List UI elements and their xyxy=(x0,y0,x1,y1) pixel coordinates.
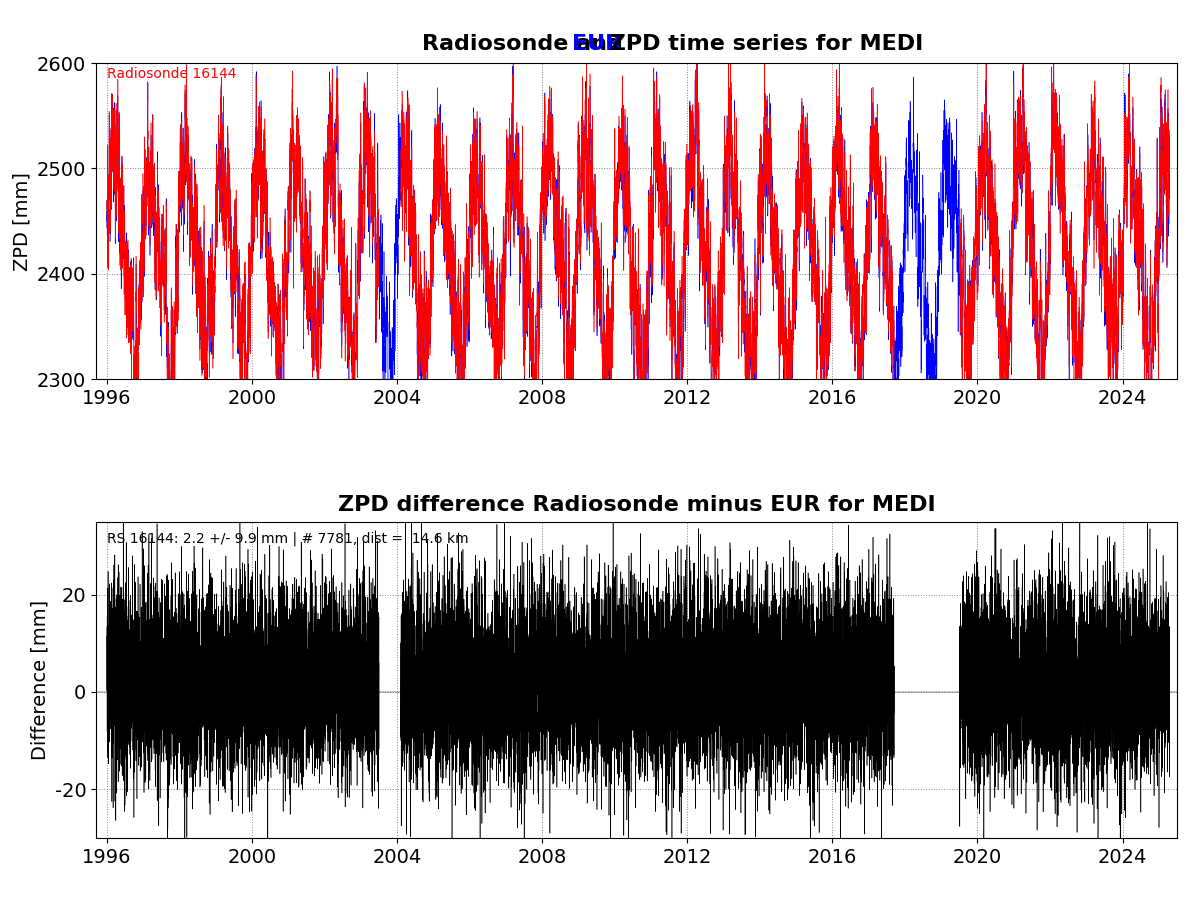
Text: EUR: EUR xyxy=(572,33,622,53)
Text: RS 16144: 2.2 +/- 9.9 mm | # 7781, dist =  14.6 km: RS 16144: 2.2 +/- 9.9 mm | # 7781, dist … xyxy=(107,532,468,546)
Text: Radiosonde and: Radiosonde and xyxy=(422,33,631,53)
Y-axis label: ZPD [mm]: ZPD [mm] xyxy=(12,172,31,270)
Text: Radiosonde 16144: Radiosonde 16144 xyxy=(107,68,237,81)
Y-axis label: Difference [mm]: Difference [mm] xyxy=(30,600,49,760)
Text: ZPD time series for MEDI: ZPD time series for MEDI xyxy=(602,33,922,53)
Title: ZPD difference Radiosonde minus EUR for MEDI: ZPD difference Radiosonde minus EUR for … xyxy=(337,495,936,514)
